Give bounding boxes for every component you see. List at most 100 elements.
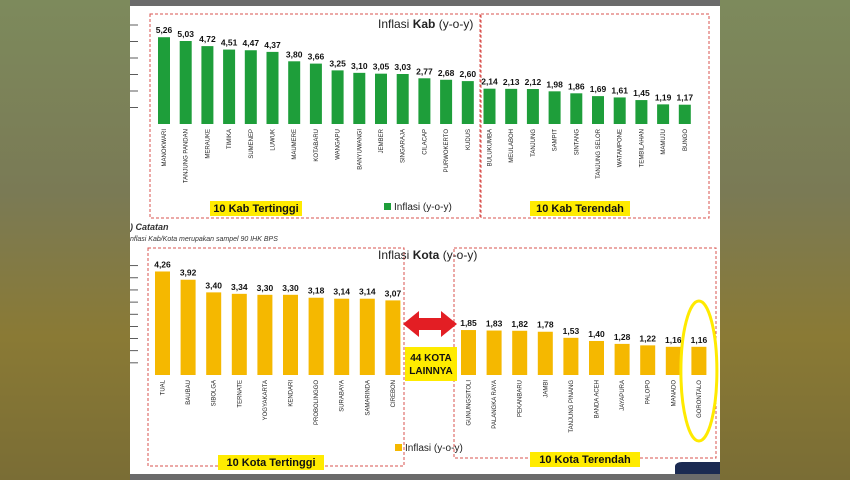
value-label: 2,14	[481, 77, 498, 87]
value-label: 3,80	[286, 49, 303, 59]
bar-sintang	[570, 93, 583, 124]
svg-text:Inflasi Kab (y-o-y): Inflasi Kab (y-o-y)	[378, 17, 473, 31]
category-label: PEKANBARU	[518, 380, 524, 417]
bar-kendari	[283, 294, 298, 375]
value-label: 5,26	[156, 25, 173, 35]
kab-high-group-box	[149, 13, 481, 219]
bar-surabaya	[334, 298, 350, 375]
category-label: BANYUWANGI	[357, 129, 363, 170]
bar-sampit	[548, 91, 561, 124]
value-label: 3,66	[308, 52, 325, 62]
highlight-ring	[679, 299, 719, 443]
value-label: 1,40	[588, 329, 605, 339]
category-label: MAMUJU	[661, 129, 667, 155]
double-arrow-icon	[403, 311, 457, 337]
value-label: 3,30	[282, 283, 299, 293]
value-label: 3,18	[308, 286, 325, 296]
notes-text: nflasi Kab/Kota merupakan sampel 90 IHK …	[130, 236, 278, 243]
value-label: 3,03	[394, 62, 411, 72]
bar-purwokerto	[440, 79, 453, 124]
category-label: MEULABOH	[509, 129, 515, 163]
kota-high-label: 10 Kota Tertinggi	[226, 457, 315, 469]
bar-meulaboh	[505, 88, 518, 124]
bar-gorontalo	[691, 346, 707, 375]
value-label: 3,05	[373, 62, 390, 72]
kab-legend-swatch	[384, 203, 391, 210]
kota-bars-group: 4,26 TUAL 3,92 BAUBAU 3,40 SIBOLGA 3,34 TERNATE…	[130, 259, 719, 443]
bar-tanjung	[526, 89, 539, 124]
kota-low-label: 10 Kota Terendah	[539, 454, 631, 466]
bar-tanjung-selor	[592, 96, 604, 124]
bar-tual	[155, 271, 170, 375]
value-label: 1,16	[691, 335, 708, 345]
kota-high-label-bg	[218, 455, 324, 470]
category-label: KENDARI	[289, 380, 295, 407]
bar-tanjung-pandan	[179, 41, 192, 124]
value-label: 1,16	[665, 335, 682, 345]
kab-high-label-bg	[210, 201, 302, 216]
category-label: TANJUNG PANDAN	[184, 129, 190, 183]
bar-bungo	[678, 104, 691, 124]
category-label: GUNUNGSITOLI	[467, 380, 473, 426]
category-label: JEMBER	[379, 128, 385, 153]
value-label: 1,98	[546, 79, 563, 89]
value-label: 2,60	[460, 69, 477, 79]
bar-cilacap	[418, 78, 431, 124]
category-label: KOTABARU	[314, 129, 320, 162]
category-label: WATAMPONE	[618, 129, 624, 167]
notes-heading: ) Catatan	[130, 222, 169, 232]
kota-legend-text: Inflasi (y-o-y)	[405, 443, 463, 454]
category-label: PROBOLINGGO	[314, 380, 320, 425]
category-label: SAMARINDA	[365, 380, 371, 416]
inflation-charts: Inflasi Kab (y-o-y) 5,26 MANOKWARI 5,03 TAN…	[130, 13, 720, 474]
bar-yogyakarta	[257, 294, 273, 375]
bar-cirebon	[385, 300, 401, 375]
value-label: 1,17	[677, 93, 694, 103]
bar-bulukumba	[483, 88, 496, 124]
value-label: 1,82	[511, 319, 528, 329]
value-label: 1,28	[614, 332, 631, 342]
bar-jambi	[537, 331, 553, 375]
bar-baubau	[180, 279, 196, 375]
category-label: TANJUNG PINANG	[569, 380, 575, 433]
background-left	[0, 0, 130, 480]
category-label: BUNGO	[683, 129, 689, 151]
category-label: SUMENEP	[249, 129, 255, 159]
category-label: BANDA ACEH	[595, 380, 601, 418]
category-label: SURABAYA	[340, 380, 346, 412]
bar-kudus	[461, 81, 474, 124]
corner-tab	[675, 462, 720, 474]
category-label: JAYAPURA	[620, 380, 626, 411]
kab-low-label: 10 Kab Terendah	[536, 203, 624, 215]
bar-wangapu	[331, 70, 344, 124]
bar-mamuju	[657, 104, 670, 124]
kab-legend-text: Inflasi (y-o-y)	[394, 202, 452, 213]
kab-chart-title: Inflasi Kab (y-o-y)	[378, 17, 473, 31]
bar-sibolga	[206, 292, 222, 375]
category-label: TANJUNG	[531, 129, 537, 157]
category-label: JAMBI	[543, 380, 549, 398]
bar-probolinggo	[308, 297, 324, 375]
bar-tembilahan	[635, 100, 648, 124]
value-label: 2,12	[525, 77, 542, 87]
kab-low-group-box	[480, 13, 710, 219]
category-label: MERAUKE	[205, 129, 211, 159]
bar-watampone	[613, 97, 626, 124]
svg-text:Inflasi Kota (y-o-y): Inflasi Kota (y-o-y)	[378, 248, 477, 262]
category-label: GORONTALO	[697, 380, 703, 418]
value-label: 1,78	[537, 320, 554, 330]
value-label: 1,45	[633, 88, 650, 98]
value-label: 3,10	[351, 61, 368, 71]
middle-label: 44 KOTA LAINNYA	[409, 353, 453, 377]
value-label: 3,40	[205, 280, 222, 290]
category-label: PURWOKERTO	[444, 129, 450, 173]
kota-low-label-bg	[530, 452, 640, 467]
bar-samarinda	[359, 298, 375, 375]
category-label: YOGYAKARTA	[263, 380, 269, 420]
bar-luwuk	[266, 51, 279, 124]
value-label: 2,77	[416, 66, 433, 76]
category-label: TUAL	[161, 379, 167, 395]
value-label: 3,92	[180, 268, 197, 278]
value-label: 3,07	[385, 288, 402, 298]
kab-bars-group: 5,26 MANOKWARI 5,03 TANJUNG PANDAN 4,72 MERAU…	[130, 24, 694, 183]
